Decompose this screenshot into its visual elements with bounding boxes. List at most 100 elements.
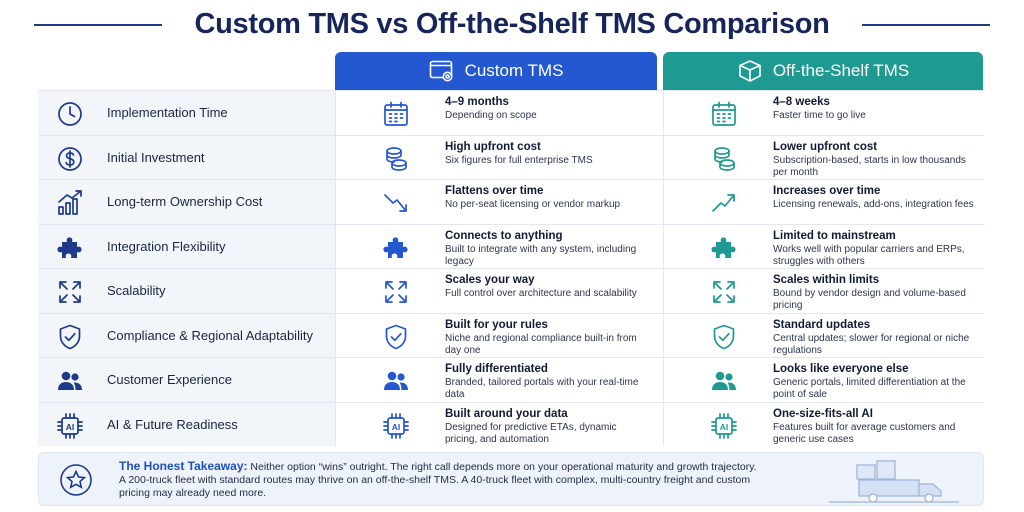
criterion-cell: Long-term Ownership Cost	[38, 180, 335, 224]
custom-tms-cell: Connects to anything Built to integrate …	[335, 224, 657, 268]
puzzle-icon	[383, 237, 408, 258]
expand-icon	[713, 281, 735, 303]
shelf-headline: Lower upfront cost	[773, 140, 878, 153]
table-row: Customer Experience Fully differentiated…	[38, 357, 984, 402]
shelf-headline: 4–8 weeks	[773, 96, 830, 108]
users-icon	[384, 371, 408, 390]
criterion-cell: Customer Experience	[38, 358, 335, 402]
criterion-label: Customer Experience	[107, 372, 232, 388]
criterion-cell: Integration Flexibility	[38, 224, 335, 268]
box-icon	[739, 60, 761, 82]
shelf-headline: Looks like everyone else	[773, 363, 909, 375]
shield-check-icon	[59, 324, 81, 349]
shelf-detail: Bound by vendor design and volume-based …	[773, 288, 966, 311]
custom-detail: Branded, tailored portals with your real…	[445, 377, 639, 400]
takeaway-box: The Honest Takeaway: Neither option “win…	[38, 452, 984, 506]
criterion-cell: Scalability	[38, 269, 335, 313]
custom-headline: Scales your way	[445, 274, 535, 286]
custom-headline: Connects to anything	[445, 229, 563, 242]
page-title: Custom TMS vs Off-the-Shelf TMS Comparis…	[194, 7, 830, 40]
svg-text:AI: AI	[66, 422, 75, 432]
svg-text:AI: AI	[720, 422, 729, 432]
comparison-table: Implementation Time 4–9 months Depending…	[38, 90, 984, 446]
off-the-shelf-cell: Increases over time Licensing renewals, …	[663, 180, 984, 224]
title-rule-left	[34, 24, 162, 26]
off-the-shelf-column-header: Off-the-Shelf TMS	[663, 52, 983, 90]
dollar-icon	[58, 146, 82, 171]
criterion-label: Compliance & Regional Adaptability	[107, 327, 313, 343]
ai-chip-icon: AI	[711, 412, 737, 439]
custom-headline: High upfront cost	[445, 140, 541, 153]
table-row: Implementation Time 4–9 months Depending…	[38, 90, 984, 135]
coins-icon	[386, 146, 407, 171]
custom-headline: 4–9 months	[445, 96, 509, 108]
custom-headline: Built for your rules	[445, 318, 548, 331]
takeaway-text: The Honest Takeaway: Neither option “win…	[119, 460, 759, 500]
coins-icon	[714, 146, 735, 171]
shelf-detail: Faster time to go live	[773, 110, 866, 121]
shelf-detail: Licensing renewals, add-ons, integration…	[773, 199, 974, 210]
star-badge-icon	[60, 464, 92, 496]
table-row: Compliance & Regional Adaptability Built…	[38, 312, 984, 357]
custom-tms-column-label: Custom TMS	[464, 61, 564, 80]
takeaway-label: The Honest Takeaway:	[119, 459, 248, 473]
table-row: Long-term Ownership Cost Flattens over t…	[38, 179, 984, 224]
users-icon	[58, 371, 82, 390]
custom-tms-cell: Built for your rules Niche and regional …	[335, 313, 657, 357]
title-bar: Custom TMS vs Off-the-Shelf TMS Comparis…	[0, 6, 1024, 42]
freight-truck-illustration	[829, 460, 959, 503]
table-row: Initial Investment High upfront cost Six…	[38, 134, 984, 179]
custom-tms-cell: Fully differentiated Branded, tailored p…	[335, 358, 657, 402]
shelf-headline: Scales within limits	[773, 274, 880, 286]
criterion-label: Long-term Ownership Cost	[107, 194, 263, 210]
off-the-shelf-cell: 4–8 weeks Faster time to go live	[663, 91, 984, 135]
ai-chip-icon: AI	[383, 412, 409, 439]
clock-icon	[58, 102, 82, 126]
shelf-detail: Central updates; slower for regional or …	[773, 332, 970, 356]
custom-detail: Designed for predictive ETAs, dynamic pr…	[445, 421, 617, 445]
calendar-icon	[384, 101, 408, 126]
custom-tms-cell: 4–9 months Depending on scope	[335, 91, 657, 135]
off-the-shelf-cell: Limited to mainstream Works well with po…	[663, 224, 984, 268]
criterion-cell: Initial Investment	[38, 135, 335, 179]
custom-headline: Flattens over time	[445, 185, 544, 197]
custom-headline: Fully differentiated	[445, 363, 548, 375]
off-the-shelf-cell: Standard updates Central updates; slower…	[663, 313, 984, 357]
puzzle-icon	[711, 237, 736, 258]
criterion-label: Integration Flexibility	[107, 238, 226, 254]
criterion-label: Initial Investment	[107, 149, 205, 165]
svg-text:AI: AI	[392, 422, 401, 432]
custom-detail: Niche and regional compliance built-in f…	[445, 332, 637, 356]
title-rule-right	[862, 24, 990, 26]
custom-detail: Built to integrate with any system, incl…	[445, 243, 637, 267]
growth-chart-icon	[58, 190, 82, 215]
expand-icon	[385, 281, 407, 303]
takeaway-body: Neither option “wins” outright. The righ…	[119, 461, 757, 499]
shelf-headline: Standard updates	[773, 318, 871, 331]
puzzle-icon	[57, 237, 82, 258]
off-the-shelf-column-label: Off-the-Shelf TMS	[772, 61, 910, 80]
custom-tms-cell: Scales your way Full control over archit…	[335, 269, 657, 313]
shelf-headline: Limited to mainstream	[773, 229, 896, 242]
criterion-label: AI & Future Readiness	[107, 416, 238, 432]
shield-check-icon	[385, 324, 407, 349]
ai-chip-icon: AI	[57, 412, 83, 439]
custom-tms-column-header: Custom TMS	[335, 52, 657, 90]
criterion-cell: Compliance & Regional Adaptability	[38, 313, 335, 357]
off-the-shelf-cell: Looks like everyone else Generic portals…	[663, 358, 984, 402]
shelf-detail: Features built for average customers and…	[773, 421, 956, 445]
off-the-shelf-cell: Scales within limits Bound by vendor des…	[663, 269, 984, 313]
custom-detail: No per-seat licensing or vendor markup	[445, 199, 621, 210]
users-icon	[712, 371, 736, 390]
table-row: AI AI & Future Readiness AI Built around…	[38, 401, 984, 446]
custom-detail: Depending on scope	[445, 110, 537, 121]
custom-tms-cell: Flattens over time No per-seat licensing…	[335, 180, 657, 224]
shelf-detail: Subscription-based, starts in low thousa…	[773, 154, 966, 178]
criterion-cell: Implementation Time	[38, 91, 335, 135]
custom-tms-cell: High upfront cost Six figures for full e…	[335, 135, 657, 179]
trend-up-icon	[712, 194, 735, 212]
off-the-shelf-cell: AI One-size-fits-all AI Features built f…	[663, 402, 984, 446]
shelf-detail: Generic portals, limited differentiation…	[773, 377, 966, 400]
calendar-icon	[712, 101, 736, 126]
expand-icon	[59, 281, 81, 303]
